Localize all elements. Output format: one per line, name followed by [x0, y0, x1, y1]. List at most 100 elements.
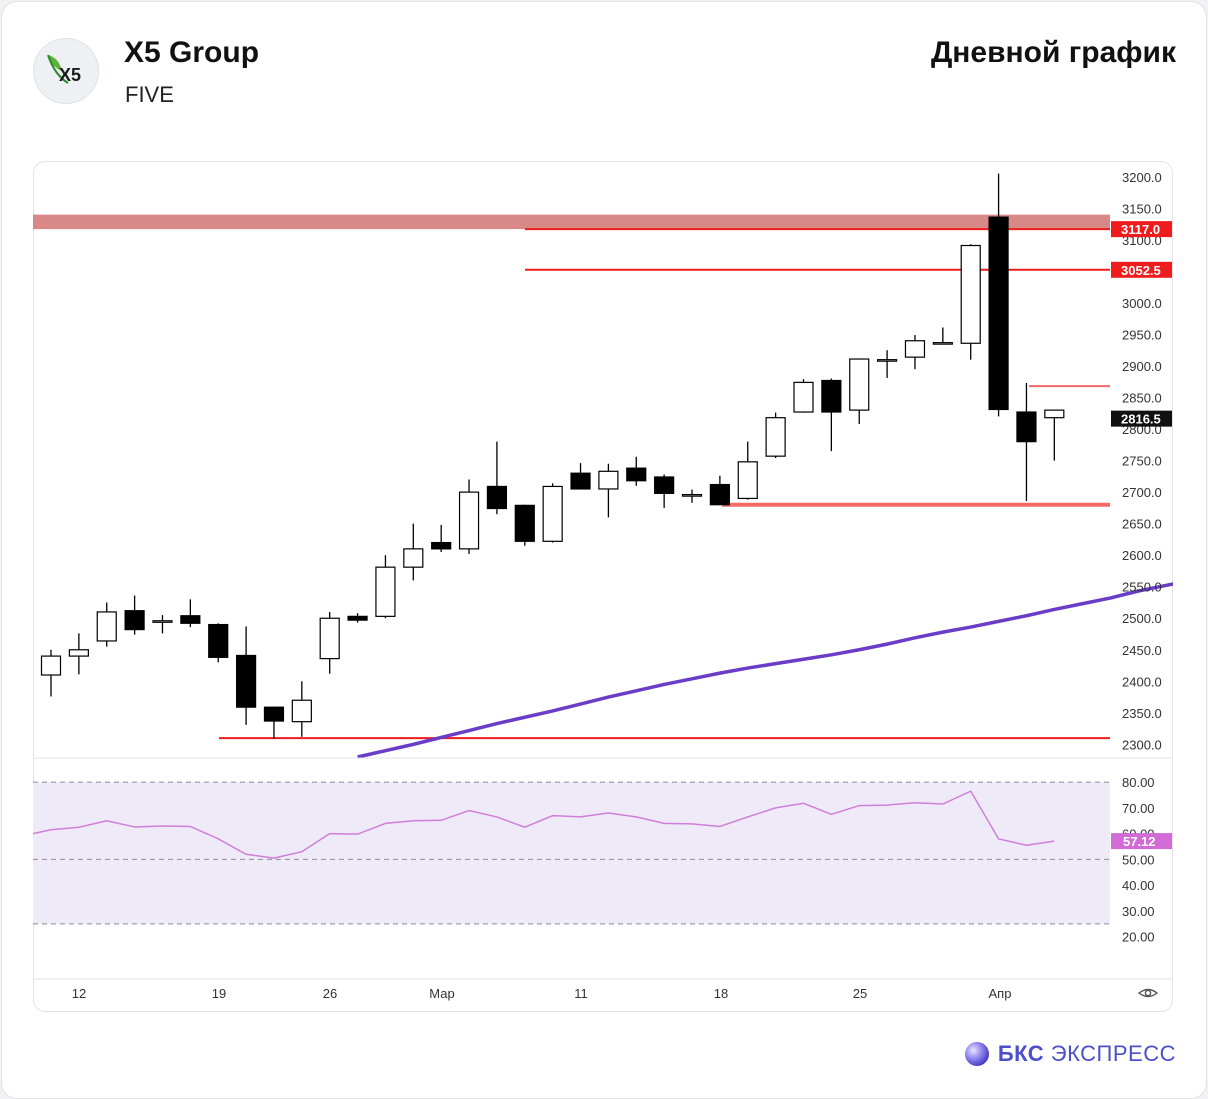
candle	[514, 504, 535, 546]
price-axis: 3200.03150.03100.03050.03000.02950.02900…	[1122, 170, 1162, 753]
candle	[1044, 409, 1065, 461]
price-tick-label: 3200.0	[1122, 170, 1162, 185]
resistance-zone	[33, 214, 1110, 230]
candle-body-up	[375, 566, 396, 617]
candle-body-up	[932, 342, 953, 345]
candle-body-down	[821, 379, 842, 413]
candle-body-up	[152, 620, 173, 623]
brand-logo: БКС ЭКСПРЕСС	[964, 1040, 1176, 1068]
resistance-zone-layer	[33, 214, 1110, 230]
candle	[988, 173, 1009, 417]
candle	[849, 358, 870, 424]
candle-body-up	[876, 359, 898, 362]
candle-body-up	[96, 611, 117, 642]
candle-body-down	[208, 623, 229, 658]
company-logo: X5	[33, 38, 99, 104]
candle-body-up	[793, 381, 814, 413]
rsi-tick-label: 80.00	[1122, 775, 1155, 790]
price-tick-label: 2500.0	[1122, 611, 1162, 626]
candle-body-down	[347, 615, 368, 621]
candle-body-down	[626, 467, 647, 482]
candle	[319, 611, 340, 674]
candle-body-up	[681, 494, 703, 497]
candle	[598, 463, 619, 518]
candle-body-up	[403, 548, 424, 568]
time-tick-label: Мар	[429, 986, 454, 1001]
candle	[458, 479, 480, 554]
price-tick-label: 2350.0	[1122, 706, 1162, 721]
time-tick-label: 25	[853, 986, 867, 1001]
candle-body-up	[40, 655, 62, 676]
time-tick-label: 12	[72, 986, 86, 1001]
price-tags: 3117.0 3052.5 2816.5	[33, 221, 1173, 759]
candle-body-up	[904, 340, 926, 358]
price-tick-label: 2950.0	[1122, 327, 1162, 342]
price-chart: 3200.03150.03100.03050.03000.02950.02900…	[33, 170, 1173, 1001]
candle	[235, 626, 257, 725]
candle	[68, 633, 89, 675]
candle	[486, 441, 508, 515]
rsi-tick-label: 20.00	[1122, 930, 1155, 945]
candle-body-up	[737, 461, 758, 500]
candle	[765, 412, 786, 459]
candle-body-up	[542, 485, 563, 542]
candle-body-up	[765, 417, 786, 457]
candle-body-up	[458, 491, 480, 550]
candle-body-down	[124, 610, 145, 631]
candle	[904, 335, 926, 370]
candle-body-down	[709, 483, 730, 506]
candle	[821, 378, 842, 452]
price-tag-3052-bg	[1111, 261, 1172, 278]
price-tick-label: 2400.0	[1122, 674, 1162, 689]
candle-body-down	[514, 504, 535, 542]
candle-body-down	[235, 654, 257, 708]
candle-body-up	[598, 470, 619, 490]
price-tick-label: 2850.0	[1122, 391, 1162, 406]
time-tick-label: 19	[212, 986, 226, 1001]
moving-average-layer	[357, 582, 1173, 759]
rsi-tick-label: 50.00	[1122, 852, 1155, 867]
candle-body-down	[486, 485, 508, 510]
rsi-tick-label: 40.00	[1122, 878, 1155, 893]
candle-body-down	[1016, 411, 1037, 443]
candle	[152, 615, 173, 634]
candle	[375, 555, 396, 619]
candle	[208, 623, 229, 663]
candle-body-up	[849, 358, 870, 411]
company-name: X5 Group	[124, 36, 260, 69]
last-price-tag-bg	[1111, 410, 1172, 427]
candle	[709, 475, 730, 506]
brand-name: БКС ЭКСПРЕСС	[998, 1041, 1176, 1067]
last-price-tag: 2816.5	[1121, 412, 1161, 427]
candle	[347, 613, 368, 623]
price-tick-label: 2650.0	[1122, 517, 1162, 532]
ticker-symbol: FIVE	[125, 82, 174, 107]
candle-body-down	[180, 615, 201, 624]
price-tick-label: 3150.0	[1122, 201, 1162, 216]
candle	[876, 350, 898, 378]
candle	[180, 599, 201, 628]
x5-logo-icon: X5	[47, 54, 81, 85]
brand-name-bold: БКС	[997, 1041, 1045, 1066]
candle	[291, 681, 312, 737]
price-tick-label: 2300.0	[1122, 737, 1162, 752]
price-tick-label: 2600.0	[1122, 548, 1162, 563]
eye-icon[interactable]	[1137, 988, 1159, 998]
candle	[1016, 383, 1037, 501]
price-tick-label: 2450.0	[1122, 643, 1162, 658]
candle-body-down	[263, 706, 285, 722]
candle	[403, 523, 424, 581]
candle	[932, 327, 953, 345]
price-tick-label: 3000.0	[1122, 296, 1162, 311]
time-tick-label: 26	[323, 986, 337, 1001]
time-tick-label: 18	[714, 986, 728, 1001]
rsi-value-tag-bg	[1111, 833, 1172, 850]
price-tick-label: 2750.0	[1122, 454, 1162, 469]
candle-body-down	[431, 541, 452, 550]
candle-body-up	[1044, 409, 1065, 419]
price-tag-3052: 3052.5	[1121, 263, 1161, 278]
price-tag-3117: 3117.0	[1121, 222, 1160, 237]
rsi-band	[33, 782, 1110, 924]
candle	[96, 602, 117, 647]
